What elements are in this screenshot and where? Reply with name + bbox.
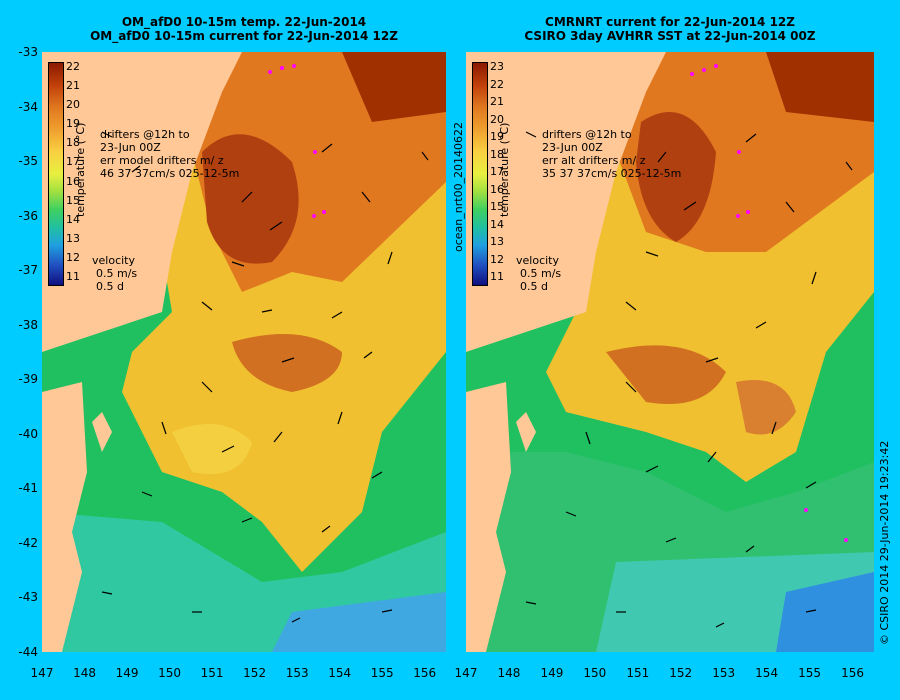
x-tick-label: 148 — [497, 666, 521, 680]
y-tick-label: -35 — [18, 154, 38, 169]
y-tick-label: -34 — [18, 99, 38, 114]
colorbar-tick-label: 13 — [66, 231, 80, 245]
left-drifters-line1: drifters @12h to — [100, 128, 190, 141]
colorbar-tick-label: 14 — [490, 217, 504, 231]
x-tick-label: 152 — [669, 666, 693, 680]
colorbar-tick-label: 12 — [66, 250, 80, 264]
left-velocity-scale2: 0.5 d — [96, 280, 124, 293]
colorbar-tick-label: 17 — [66, 155, 80, 169]
right-colorbar — [472, 62, 488, 286]
right-velocity-scale2: 0.5 d — [520, 280, 548, 293]
colorbar-tick-label: 20 — [490, 112, 504, 126]
x-tick-label: 153 — [285, 666, 309, 680]
x-tick-label: 151 — [626, 666, 650, 680]
right-velocity-legend: velocity 0.5 m/s 0.5 d — [516, 254, 561, 293]
x-tick-label: 148 — [73, 666, 96, 680]
colorbar-tick-label: 22 — [490, 77, 504, 91]
x-tick-label: 154 — [328, 666, 352, 680]
right-map-title: CMRNRT current for 22-Jun-2014 12Z CSIRO… — [466, 15, 874, 43]
left-map-title: OM_afD0 10-15m temp. 22-Jun-2014 OM_afD0… — [42, 15, 446, 43]
colorbar-tick-label: 14 — [66, 212, 80, 226]
left-drifters-line4: 46 37 37cm/s 025-12-5m — [100, 167, 240, 180]
y-tick-label: -42 — [18, 535, 38, 550]
y-tick-label: -37 — [18, 263, 38, 278]
x-tick-label: 156 — [841, 666, 864, 680]
x-tick-label: 149 — [540, 666, 564, 680]
colorbar-tick-label: 21 — [66, 79, 80, 93]
left-velocity-scale1: 0.5 m/s — [96, 267, 138, 280]
x-tick-label: 149 — [115, 666, 139, 680]
left-colorbar — [48, 62, 64, 286]
right-drifters-line1: drifters @12h to — [542, 128, 632, 141]
colorbar-tick-label: 11 — [490, 270, 504, 283]
right-drifters-line2: 23-Jun 00Z — [542, 141, 603, 154]
right-map-panel: 23 22 21 20 19 18 17 16 15 14 13 12 11 temperature (… — [466, 52, 874, 652]
right-drifters-line3: err alt drifters m/ z — [542, 154, 646, 167]
x-tick-label: 152 — [243, 666, 267, 680]
middle-side-label: ocean_nrt00_20140622 — [452, 121, 465, 252]
right-colorbar-label: temperature (°C) — [498, 122, 511, 217]
right-title-line1: CMRNRT current for 22-Jun-2014 12Z — [545, 15, 795, 29]
y-tick-label: -33 — [18, 45, 38, 59]
y-tick-label: -36 — [18, 208, 38, 223]
colorbar-tick-label: 19 — [66, 117, 80, 131]
y-tick-label: -44 — [18, 645, 38, 659]
y-tick-label: -41 — [18, 481, 38, 496]
x-tick-label: 155 — [798, 666, 822, 680]
colorbar-tick-label: 13 — [490, 235, 504, 248]
colorbar-tick-label: 16 — [66, 174, 80, 188]
right-velocity-label: velocity — [516, 254, 559, 267]
x-tick-label: 153 — [712, 666, 736, 680]
right-current-arrows — [525, 131, 853, 628]
colorbar-tick-label: 20 — [66, 98, 80, 112]
colorbar-tick-label: 18 — [66, 136, 80, 150]
x-tick-label: 147 — [30, 666, 54, 680]
left-colorbar-label: temperature (°C) — [74, 122, 87, 217]
current-arrows — [101, 131, 429, 623]
x-tick-label: 150 — [158, 666, 182, 680]
colorbar-tick-label: 11 — [66, 270, 80, 283]
colorbar-tick-label: 21 — [490, 95, 504, 108]
right-title-line2: CSIRO 3day AVHRR SST at 22-Jun-2014 00Z — [524, 29, 816, 43]
right-drifters-legend: drifters @12h to 23-Jun 00Z err alt drif… — [542, 128, 681, 180]
colorbar-tick-label: 15 — [66, 193, 80, 207]
x-tick-label: 150 — [583, 666, 607, 680]
left-map-image — [42, 52, 446, 652]
left-drifters-line2: 23-Jun 00Z — [100, 141, 161, 154]
colorbar-tick-label: 17 — [490, 165, 504, 178]
left-title-line1: OM_afD0 10-15m temp. 22-Jun-2014 — [121, 15, 367, 29]
left-velocity-label: velocity — [92, 254, 135, 267]
x-tick-label: 154 — [755, 666, 779, 680]
left-map-panel: 22 21 20 19 18 17 16 15 14 13 12 11 temperature (°C… — [42, 52, 446, 652]
y-tick-label: -38 — [18, 317, 38, 332]
x-tick-label: 156 — [413, 666, 437, 680]
x-tick-label: 147 — [454, 666, 478, 680]
right-drifters-line4: 35 37 37cm/s 025-12-5m — [542, 167, 682, 180]
x-tick-label: 151 — [200, 666, 224, 680]
colorbar-tick-label: 18 — [490, 147, 504, 161]
left-drifters-line3: err model drifters m/ z — [100, 154, 224, 167]
drifter-markers — [268, 64, 326, 218]
left-velocity-legend: velocity 0.5 m/s 0.5 d — [92, 254, 137, 293]
left-drifters-legend: drifters @12h to 23-Jun 00Z err model dr… — [100, 128, 239, 180]
y-tick-label: -43 — [18, 590, 38, 605]
colorbar-tick-label: 22 — [66, 60, 80, 73]
colorbar-tick-label: 16 — [490, 182, 504, 196]
right-velocity-scale1: 0.5 m/s — [520, 267, 562, 280]
colorbar-tick-label: 12 — [490, 252, 504, 266]
colorbar-tick-label: 23 — [490, 60, 504, 73]
colorbar-tick-label: 15 — [490, 200, 504, 213]
x-tick-label: 155 — [370, 666, 394, 680]
right-side-label: © CSIRO 2014 29-Jun-2014 19:23:42 — [878, 440, 891, 645]
y-tick-label: -39 — [18, 372, 38, 387]
colorbar-tick-label: 19 — [490, 130, 504, 143]
right-map-image — [466, 52, 874, 652]
right-drifter-markers — [690, 64, 848, 542]
y-tick-label: -40 — [18, 426, 38, 441]
left-title-line2: OM_afD0 10-15m current for 22-Jun-2014 1… — [90, 29, 398, 43]
